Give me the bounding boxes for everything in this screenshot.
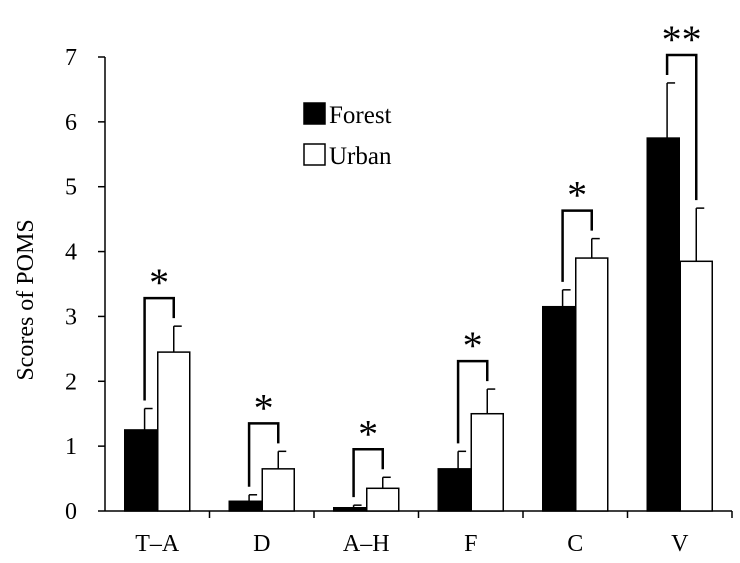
x-tick-label-d: D bbox=[253, 531, 270, 557]
significance-bracket-f bbox=[456, 359, 489, 444]
bar-forest-a-h bbox=[333, 507, 367, 512]
bar-forest-d bbox=[228, 500, 262, 512]
bar-urban-a-h bbox=[366, 487, 400, 512]
y-tick-label-1: 1 bbox=[65, 434, 77, 460]
x-tick-label-a-h: A–H bbox=[343, 531, 390, 557]
y-tick-label-0: 0 bbox=[65, 499, 77, 525]
significance-marker-d: * bbox=[254, 385, 274, 430]
bar-forest-t-a bbox=[124, 429, 158, 512]
bar-urban-v bbox=[679, 260, 713, 512]
significance-bracket-a-h bbox=[352, 448, 384, 498]
significance-marker-a-h: * bbox=[358, 411, 378, 456]
x-tick-label-t-a: T–A bbox=[135, 531, 180, 557]
significance-bracket-t-a bbox=[143, 296, 175, 401]
significance-bracket-c bbox=[561, 209, 593, 282]
x-tick-label-f: F bbox=[464, 531, 477, 557]
bar-urban-d bbox=[261, 468, 295, 512]
y-tick-label-7: 7 bbox=[65, 45, 77, 71]
legend-swatch-forest bbox=[303, 102, 326, 125]
significance-bracket-v bbox=[665, 53, 698, 201]
bar-forest-v bbox=[646, 137, 680, 512]
plot-area: 0 1 2 3 4 5 6 7 T–A * D * A–H * F * C * V ** bbox=[65, 17, 733, 557]
y-tick-label-4: 4 bbox=[65, 240, 77, 266]
bar-urban-t-a bbox=[157, 351, 191, 512]
y-tick-label-6: 6 bbox=[65, 110, 77, 136]
significance-marker-t-a: * bbox=[149, 260, 169, 305]
bar-urban-c bbox=[575, 257, 609, 512]
legend-label-urban: Urban bbox=[329, 143, 392, 170]
y-axis-label: Scores of POMS bbox=[13, 219, 39, 380]
legend: Forest Urban bbox=[303, 102, 392, 170]
significance-marker-c: * bbox=[567, 173, 587, 218]
y-tick-label-3: 3 bbox=[65, 304, 77, 330]
significance-marker-v: ** bbox=[662, 17, 702, 62]
x-tick-label-v: V bbox=[671, 531, 689, 557]
bar-forest-c bbox=[542, 305, 576, 512]
bar-forest-f bbox=[437, 468, 471, 512]
significance-bracket-d bbox=[247, 422, 280, 487]
x-tick-label-c: C bbox=[567, 531, 583, 557]
legend-swatch-urban bbox=[303, 143, 326, 166]
bar-urban-f bbox=[470, 412, 504, 512]
y-tick-label-5: 5 bbox=[65, 175, 77, 201]
significance-marker-f: * bbox=[463, 323, 483, 368]
legend-label-forest: Forest bbox=[329, 102, 392, 129]
y-tick-label-2: 2 bbox=[65, 369, 77, 395]
